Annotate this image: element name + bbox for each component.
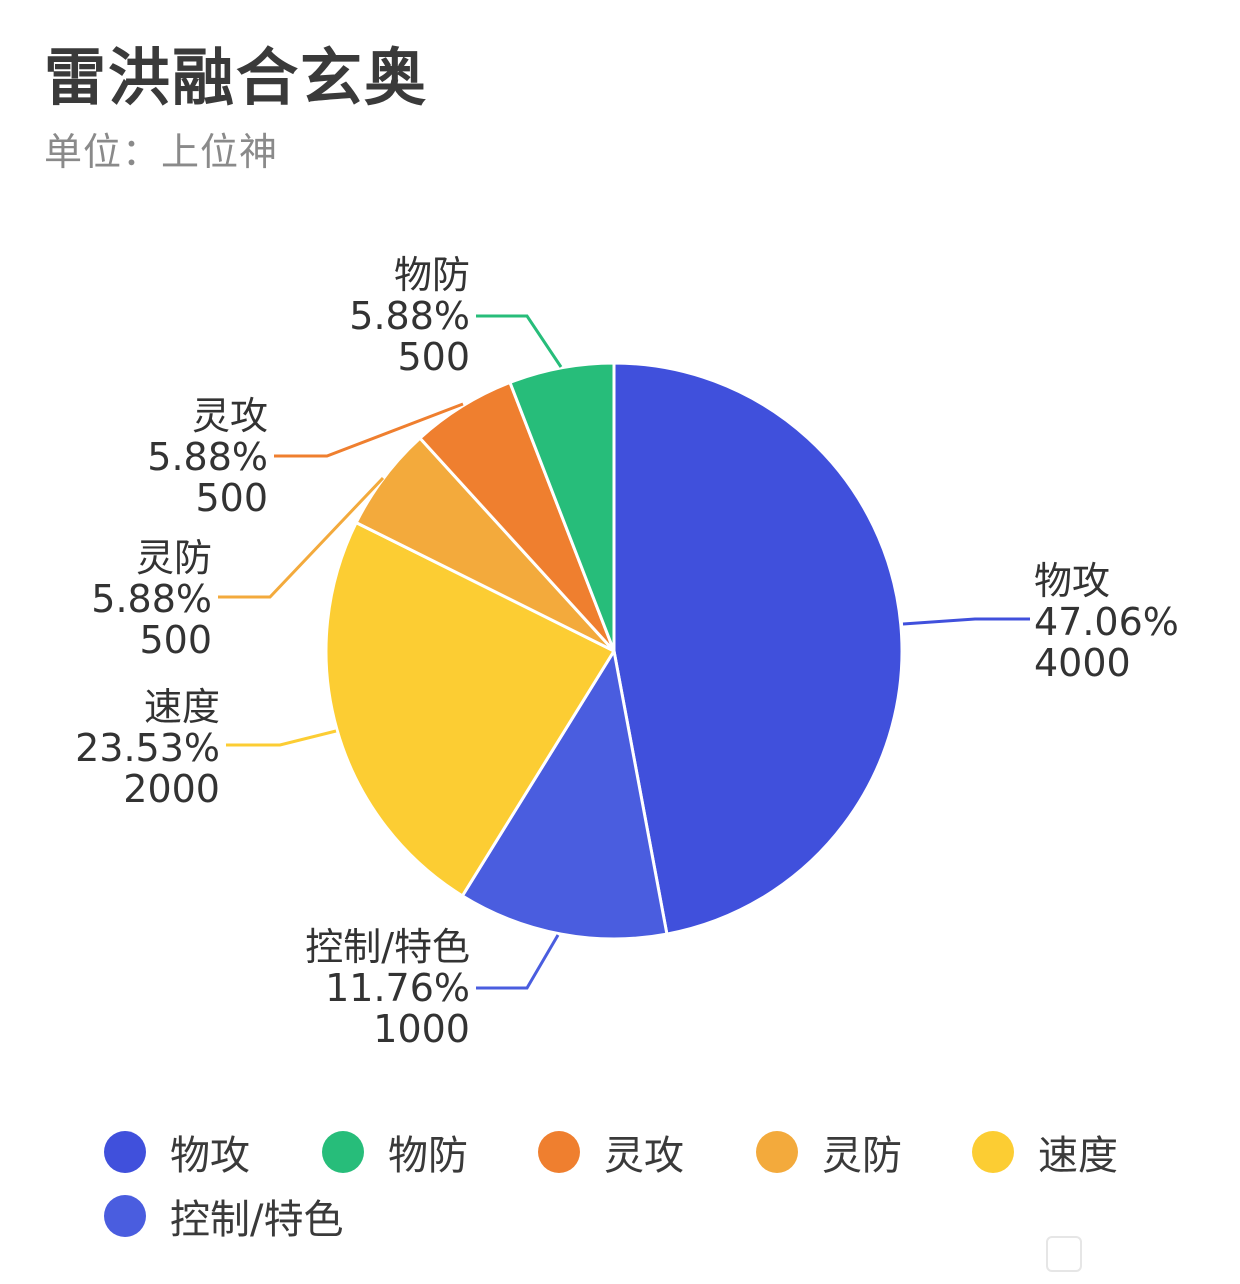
legend-item-物防[interactable]: 物防 xyxy=(322,1120,468,1184)
leader-line xyxy=(476,314,563,368)
legend-swatch xyxy=(104,1131,146,1173)
data-label-percent: 47.06% xyxy=(1034,600,1179,644)
legend-label: 灵防 xyxy=(822,1133,902,1179)
data-label-name: 灵攻 xyxy=(192,394,268,438)
leader-line xyxy=(218,476,385,599)
legend-swatch xyxy=(972,1131,1014,1173)
data-label-percent: 23.53% xyxy=(75,726,220,770)
legend-label: 物攻 xyxy=(170,1133,250,1179)
data-label-value: 500 xyxy=(139,618,212,662)
legend-label: 灵攻 xyxy=(604,1133,684,1179)
legend-swatch xyxy=(104,1195,146,1237)
leader-line xyxy=(476,934,560,990)
data-label-name: 速度 xyxy=(144,685,220,729)
legend-label: 速度 xyxy=(1038,1133,1118,1179)
legend-item-物攻[interactable]: 物攻 xyxy=(104,1120,250,1184)
data-label-value: 1000 xyxy=(373,1007,470,1051)
legend-item-控制特色[interactable]: 控制/特色 xyxy=(104,1184,343,1248)
legend-swatch xyxy=(756,1131,798,1173)
pie-slice-控制/特色[interactable] xyxy=(460,649,669,941)
legend-swatch xyxy=(322,1131,364,1173)
data-label-percent: 11.76% xyxy=(325,966,470,1010)
pie-slice-物防[interactable] xyxy=(508,361,616,653)
data-label-name: 控制/特色 xyxy=(305,925,470,969)
legend-label: 控制/特色 xyxy=(170,1197,344,1243)
data-label-value: 500 xyxy=(195,476,268,520)
leader-line xyxy=(902,617,1030,626)
data-label-name: 物防 xyxy=(394,253,470,297)
watermark-icon xyxy=(1046,1236,1082,1272)
leader-line xyxy=(226,729,337,747)
data-label-percent: 5.88% xyxy=(91,577,212,621)
data-label-percent: 5.88% xyxy=(349,294,470,338)
chart-subtitle: 单位：上位神 xyxy=(44,130,279,174)
legend-item-灵攻[interactable]: 灵攻 xyxy=(538,1120,684,1184)
legend-swatch xyxy=(538,1131,580,1173)
pie-slice-物攻[interactable] xyxy=(612,361,904,936)
legend-label: 物防 xyxy=(388,1133,468,1179)
legend-item-灵防[interactable]: 灵防 xyxy=(756,1120,902,1184)
chart-title: 雷洪融合玄奥 xyxy=(44,41,429,114)
data-label-percent: 5.88% xyxy=(147,435,268,479)
data-label-value: 2000 xyxy=(123,767,220,811)
data-label-value: 4000 xyxy=(1034,641,1131,685)
data-label-name: 灵防 xyxy=(136,536,212,580)
data-label-name: 物攻 xyxy=(1034,559,1110,603)
data-label-value: 500 xyxy=(397,335,470,379)
leader-line xyxy=(274,402,464,458)
legend-item-速度[interactable]: 速度 xyxy=(972,1120,1118,1184)
